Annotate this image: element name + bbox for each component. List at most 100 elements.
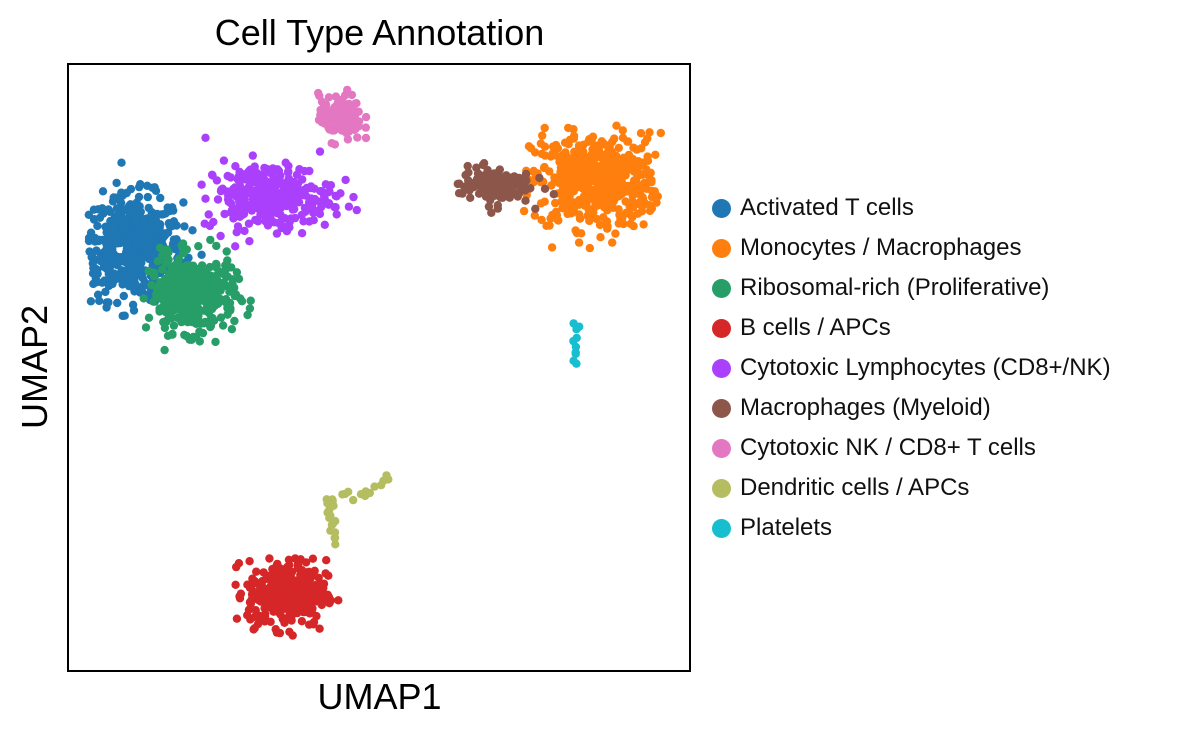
data-point bbox=[464, 168, 473, 177]
data-point bbox=[349, 192, 358, 202]
data-point bbox=[505, 193, 514, 202]
data-point bbox=[209, 291, 219, 300]
data-point bbox=[604, 192, 613, 201]
data-point bbox=[476, 177, 485, 186]
data-point bbox=[272, 592, 282, 601]
data-point bbox=[222, 247, 231, 256]
data-point bbox=[207, 170, 217, 179]
series-8 bbox=[569, 319, 584, 368]
data-point bbox=[251, 606, 260, 615]
data-point bbox=[274, 166, 284, 176]
data-point bbox=[592, 166, 602, 176]
data-point bbox=[266, 571, 275, 581]
data-point bbox=[256, 189, 265, 199]
legend-item: Macrophages (Myeloid) bbox=[712, 388, 1111, 428]
data-point bbox=[180, 222, 189, 231]
data-point bbox=[521, 186, 530, 195]
data-point bbox=[331, 540, 340, 549]
data-point bbox=[98, 187, 108, 196]
data-point bbox=[644, 177, 653, 186]
data-point bbox=[195, 327, 204, 336]
data-point bbox=[354, 122, 363, 131]
data-point bbox=[243, 580, 252, 589]
data-point bbox=[205, 262, 214, 272]
data-point bbox=[585, 243, 594, 253]
data-point bbox=[170, 261, 180, 271]
data-point bbox=[250, 624, 259, 633]
data-point bbox=[201, 133, 210, 142]
data-point bbox=[596, 233, 605, 242]
data-point bbox=[538, 131, 547, 140]
data-point bbox=[231, 580, 240, 589]
data-point bbox=[315, 209, 325, 219]
data-point bbox=[556, 167, 565, 176]
data-point bbox=[300, 607, 309, 617]
data-point bbox=[263, 182, 272, 191]
data-point bbox=[535, 173, 544, 183]
data-point bbox=[343, 85, 352, 95]
data-point bbox=[121, 256, 131, 265]
data-point bbox=[143, 181, 152, 190]
data-point bbox=[112, 204, 122, 213]
data-point bbox=[263, 207, 273, 216]
data-point bbox=[265, 586, 274, 596]
data-point bbox=[275, 197, 285, 207]
data-point bbox=[569, 356, 578, 365]
data-point bbox=[106, 216, 115, 226]
data-point bbox=[521, 169, 531, 179]
data-point bbox=[384, 475, 393, 484]
data-point bbox=[248, 574, 257, 583]
data-point bbox=[232, 190, 241, 200]
data-point bbox=[484, 202, 494, 211]
data-point bbox=[466, 193, 475, 202]
data-point bbox=[323, 188, 333, 197]
data-point bbox=[177, 241, 186, 250]
data-point bbox=[520, 179, 529, 188]
data-point bbox=[203, 301, 212, 311]
data-point bbox=[232, 268, 242, 277]
data-point bbox=[159, 317, 168, 327]
data-point bbox=[231, 290, 241, 299]
data-point bbox=[141, 323, 151, 332]
legend-label: Monocytes / Macrophages bbox=[740, 234, 1022, 261]
data-point bbox=[286, 592, 295, 601]
data-point bbox=[199, 319, 209, 328]
data-point bbox=[94, 235, 104, 244]
data-point bbox=[328, 495, 337, 504]
data-point bbox=[273, 559, 282, 569]
data-point bbox=[628, 212, 637, 221]
data-point bbox=[478, 160, 488, 170]
data-point bbox=[180, 330, 189, 340]
data-point bbox=[169, 321, 179, 330]
data-point bbox=[144, 313, 154, 322]
data-point bbox=[235, 167, 244, 177]
data-point bbox=[231, 204, 240, 214]
data-point bbox=[653, 192, 662, 201]
data-point bbox=[179, 198, 188, 207]
data-point bbox=[305, 166, 314, 176]
data-point bbox=[332, 210, 341, 219]
data-point bbox=[152, 224, 161, 233]
data-point bbox=[348, 103, 357, 112]
data-point bbox=[296, 585, 305, 594]
data-point bbox=[104, 205, 113, 214]
data-point bbox=[595, 220, 605, 230]
data-point bbox=[519, 206, 529, 216]
data-point bbox=[584, 137, 593, 146]
data-point bbox=[577, 162, 586, 171]
data-point bbox=[608, 238, 617, 247]
data-point bbox=[211, 259, 221, 269]
data-point bbox=[571, 226, 580, 235]
data-point bbox=[337, 117, 346, 127]
data-point bbox=[563, 209, 572, 219]
data-point bbox=[86, 297, 96, 306]
data-point bbox=[139, 215, 149, 224]
data-point bbox=[125, 201, 134, 210]
data-point bbox=[298, 175, 307, 184]
data-point bbox=[566, 158, 575, 167]
data-point bbox=[217, 280, 226, 289]
data-point bbox=[163, 304, 173, 313]
data-point bbox=[282, 227, 292, 236]
data-point bbox=[633, 171, 642, 181]
data-point bbox=[272, 628, 282, 637]
